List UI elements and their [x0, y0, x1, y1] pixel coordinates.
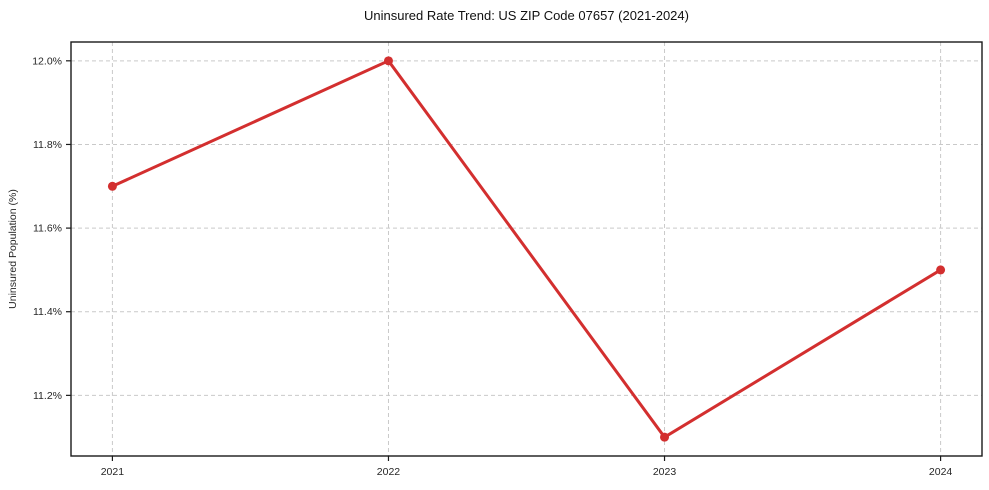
y-tick-label: 11.8%	[33, 139, 62, 151]
trend-line	[110, 59, 943, 439]
data-point-marker	[660, 432, 670, 442]
x-tick-label: 2021	[101, 466, 125, 478]
y-tick-label: 12.0%	[32, 55, 62, 67]
data-point-marker	[383, 56, 393, 66]
plot-border	[70, 41, 983, 457]
x-tick-label: 2022	[377, 466, 401, 478]
data-point-marker	[107, 181, 117, 191]
x-tick-label: 2024	[929, 466, 953, 478]
y-tick-label: 11.4%	[33, 306, 62, 318]
y-tick-label: 11.2%	[33, 390, 62, 402]
y-tick-label: 11.6%	[33, 223, 62, 235]
chart-title: Uninsured Rate Trend: US ZIP Code 07657 …	[364, 8, 689, 23]
data-point-marker	[936, 265, 946, 275]
x-tick-label: 2023	[653, 466, 677, 478]
